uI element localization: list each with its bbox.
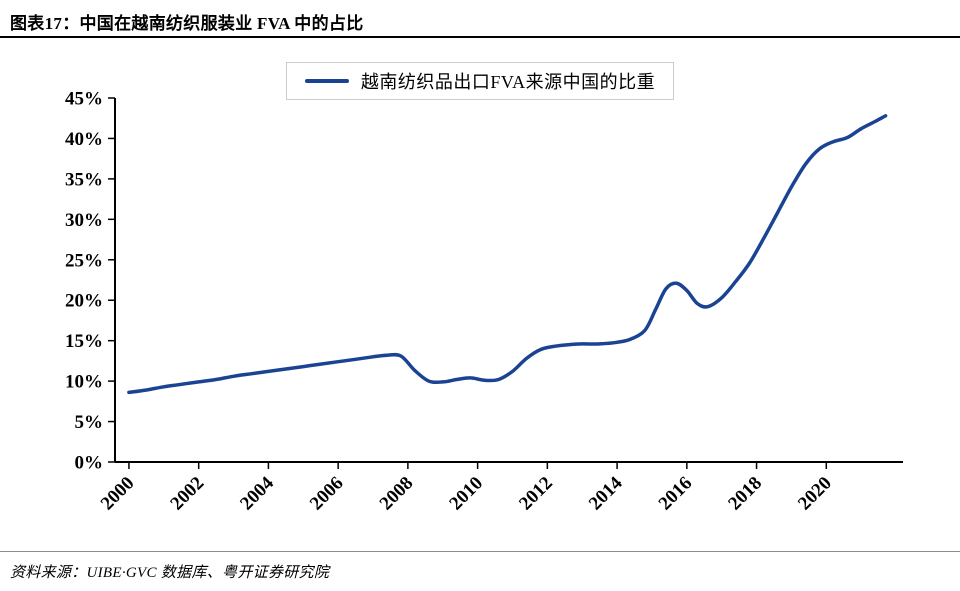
legend-entry: 越南纺织品出口FVA来源中国的比重 — [285, 62, 675, 100]
x-tick-label: 2010 — [445, 473, 487, 515]
figure-header: 图表17：中国在越南纺织服装业 FVA 中的占比 — [0, 0, 960, 38]
y-tick-label: 15% — [65, 331, 103, 352]
x-tick-label: 2018 — [724, 473, 766, 515]
y-tick-label: 0% — [75, 453, 104, 474]
y-tick-label: 25% — [65, 250, 103, 271]
source-note: 资料来源：UIBE·GVC 数据库、粤开证券研究院 — [10, 565, 330, 581]
line-chart-svg: 0% 5% 10% 15% 20% 25% 30% 35% 40% 45% 2000 2002 2004… — [65, 89, 903, 515]
figure-footer: 资料来源：UIBE·GVC 数据库、粤开证券研究院 — [0, 551, 960, 591]
y-tick-label: 5% — [75, 412, 104, 433]
series-line — [127, 114, 888, 395]
x-tick-label: 2012 — [515, 473, 557, 515]
x-tick-label: 2004 — [236, 472, 278, 514]
y-tick-label: 40% — [65, 129, 103, 150]
x-tick-label: 2006 — [306, 473, 348, 515]
figure-title: 图表17：中国在越南纺织服装业 FVA 中的占比 — [10, 14, 364, 33]
y-tick-label: 10% — [65, 372, 103, 393]
y-tick-label: 45% — [65, 89, 103, 110]
x-tick-label: 2000 — [97, 473, 139, 515]
x-tick-label: 2020 — [794, 473, 836, 515]
x-tick-label: 2016 — [655, 473, 697, 515]
y-tick-label: 20% — [65, 291, 103, 312]
chart-area: 0% 5% 10% 15% 20% 25% 30% 35% 40% 45% 2000 2002 2004… — [0, 38, 960, 551]
x-tick-label: 2014 — [585, 472, 627, 514]
y-tick-label: 30% — [65, 210, 103, 231]
legend-line-swatch — [304, 79, 349, 83]
x-tick-label: 2008 — [376, 473, 418, 515]
x-tick-label: 2002 — [166, 473, 208, 515]
legend-label: 越南纺织品出口FVA来源中国的比重 — [360, 72, 656, 92]
y-tick-label: 35% — [65, 169, 103, 190]
chart-legend: 越南纺织品出口FVA来源中国的比重 — [0, 62, 960, 100]
